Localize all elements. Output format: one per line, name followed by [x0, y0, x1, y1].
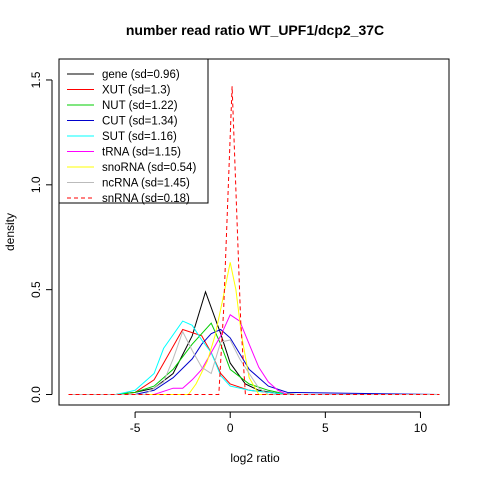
legend-label: SUT (sd=1.16): [102, 131, 177, 143]
y-tick-label: 1.5: [29, 71, 43, 88]
series-line: [68, 328, 440, 395]
series-lines: [68, 86, 440, 395]
legend-label: NUT (sd=1.22): [102, 100, 178, 112]
series-line: [68, 262, 440, 395]
legend-label: gene (sd=0.96): [102, 69, 180, 81]
legend-box: [58, 58, 209, 204]
y-tick-label: 0.0: [29, 386, 43, 403]
y-tick-label: 0.5: [29, 281, 43, 298]
series-line: [68, 322, 440, 395]
x-axis: -5 0 5 10: [130, 411, 428, 435]
series-line: [68, 290, 440, 395]
y-axis-label: density: [3, 213, 17, 251]
y-axis: 0.0 0.5 1.0 1.5: [29, 71, 53, 403]
legend: gene (sd=0.96) XUT (sd=1.3) NUT (sd=1.22) C…: [58, 58, 209, 205]
legend-label: tRNA (sd=1.15): [102, 147, 181, 159]
chart-title: number read ratio WT_UPF1/dcp2_37C: [126, 22, 384, 38]
y-tick-label: 1.0: [29, 176, 43, 193]
series-line: [68, 320, 440, 395]
x-tick-label: 5: [322, 421, 329, 435]
x-tick-label: 0: [227, 421, 234, 435]
legend-label: snRNA (sd=0.18): [102, 193, 190, 205]
x-tick-label: 10: [414, 421, 428, 435]
series-line: [68, 86, 440, 395]
x-tick-label: -5: [130, 421, 141, 435]
x-axis-label: log2 ratio: [230, 451, 280, 465]
series-line: [68, 328, 440, 395]
series-line: [68, 314, 440, 395]
legend-label: CUT (sd=1.34): [102, 116, 178, 128]
series-line: [68, 330, 440, 395]
plot-frame: [58, 58, 450, 406]
legend-label: snoRNA (sd=0.54): [102, 162, 196, 174]
legend-label: ncRNA (sd=1.45): [102, 178, 190, 190]
legend-label: XUT (sd=1.3): [102, 85, 171, 97]
